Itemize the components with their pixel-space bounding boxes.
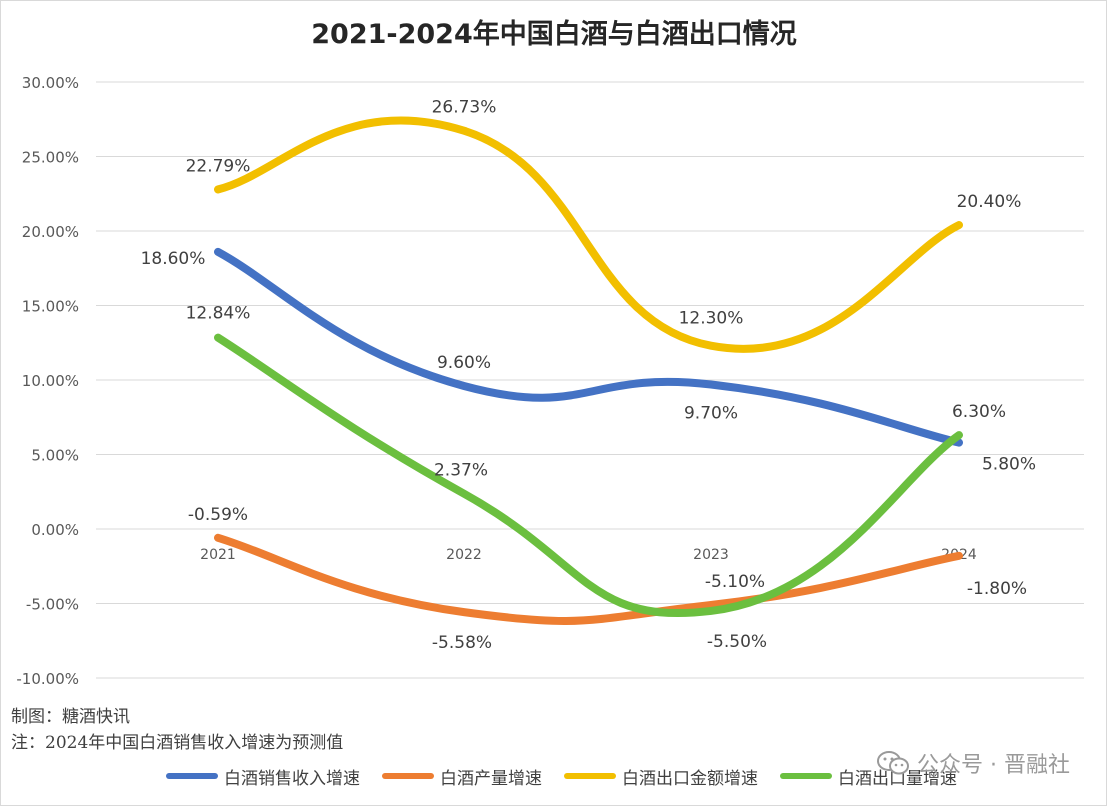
watermark-text: 公众号 · 晋融社 <box>917 753 1070 778</box>
data-label: 5.80% <box>982 455 1036 475</box>
y-tick-label: 20.00% <box>22 223 79 241</box>
data-label: 26.73% <box>432 98 497 118</box>
legend-label: 白酒出口金额增速 <box>622 768 758 789</box>
data-label: -5.50% <box>707 632 767 652</box>
y-tick-label: -5.00% <box>26 596 79 614</box>
data-label: 2.37% <box>434 461 488 481</box>
data-label: 9.60% <box>437 353 491 373</box>
legend-swatch <box>780 773 832 779</box>
series-lines <box>214 116 963 625</box>
y-tick-label: 30.00% <box>22 74 79 92</box>
legend: 白酒销售收入增速 白酒产量增速 白酒出口金额增速 白酒出口量增速 <box>166 763 957 789</box>
data-label: -0.59% <box>188 505 248 525</box>
legend-item-sales-revenue: 白酒销售收入增速 <box>166 764 360 789</box>
legend-swatch <box>166 773 218 779</box>
x-axis-ticks: 2021 2022 2023 2024 <box>200 547 977 563</box>
series-line-0 <box>214 247 963 447</box>
data-label: -5.58% <box>432 633 492 653</box>
legend-item-export-volume: 白酒出口量增速 <box>780 764 957 789</box>
data-label: 18.60% <box>141 249 206 269</box>
forecast-remark: 注：2024年中国白酒销售收入增速为预测值 <box>11 733 344 753</box>
series-line-1 <box>214 533 963 625</box>
x-tick-label: 2023 <box>693 547 729 563</box>
y-tick-label: -10.00% <box>16 670 79 688</box>
y-tick-label: 0.00% <box>31 521 79 539</box>
chart-title: 2021-2024年中国白酒与白酒出口情况 <box>311 18 797 50</box>
legend-item-export-value: 白酒出口金额增速 <box>564 764 758 789</box>
data-label: 20.40% <box>957 192 1022 212</box>
legend-label: 白酒销售收入增速 <box>224 768 360 789</box>
data-label: 9.70% <box>684 403 738 423</box>
wechat-icon <box>877 750 910 776</box>
y-tick-label: 10.00% <box>22 372 79 390</box>
legend-swatch <box>382 773 434 779</box>
y-tick-label: 25.00% <box>22 149 79 167</box>
data-labels: 18.60% 9.60% 9.70% 5.80% -0.59% -5.58% -5.10% -… <box>141 98 1036 653</box>
y-tick-label: 5.00% <box>31 447 79 465</box>
data-label: 6.30% <box>952 402 1006 422</box>
y-tick-label: 15.00% <box>22 298 79 316</box>
data-label: -5.10% <box>705 572 765 592</box>
watermark: 公众号 · 晋融社 <box>877 747 1070 779</box>
legend-label: 白酒产量增速 <box>440 768 542 789</box>
legend-swatch <box>564 773 616 779</box>
data-label: 22.79% <box>186 156 251 176</box>
gridlines <box>96 81 1084 679</box>
y-axis-ticks: -10.00% -5.00% 0.00% 5.00% 10.00% 15.00% 20.00… <box>16 74 79 688</box>
data-label: 12.30% <box>679 309 744 329</box>
chart-maker-note: 制图：糖酒快讯 <box>11 707 130 727</box>
series-line-2 <box>214 116 963 353</box>
legend-label: 白酒出口量增速 <box>838 768 957 789</box>
series-line-3 <box>214 333 963 618</box>
legend-item-production: 白酒产量增速 <box>382 764 542 789</box>
x-tick-label: 2021 <box>200 547 236 563</box>
data-label: -1.80% <box>967 579 1027 599</box>
x-tick-label: 2022 <box>446 547 482 563</box>
data-label: 12.84% <box>186 304 251 324</box>
